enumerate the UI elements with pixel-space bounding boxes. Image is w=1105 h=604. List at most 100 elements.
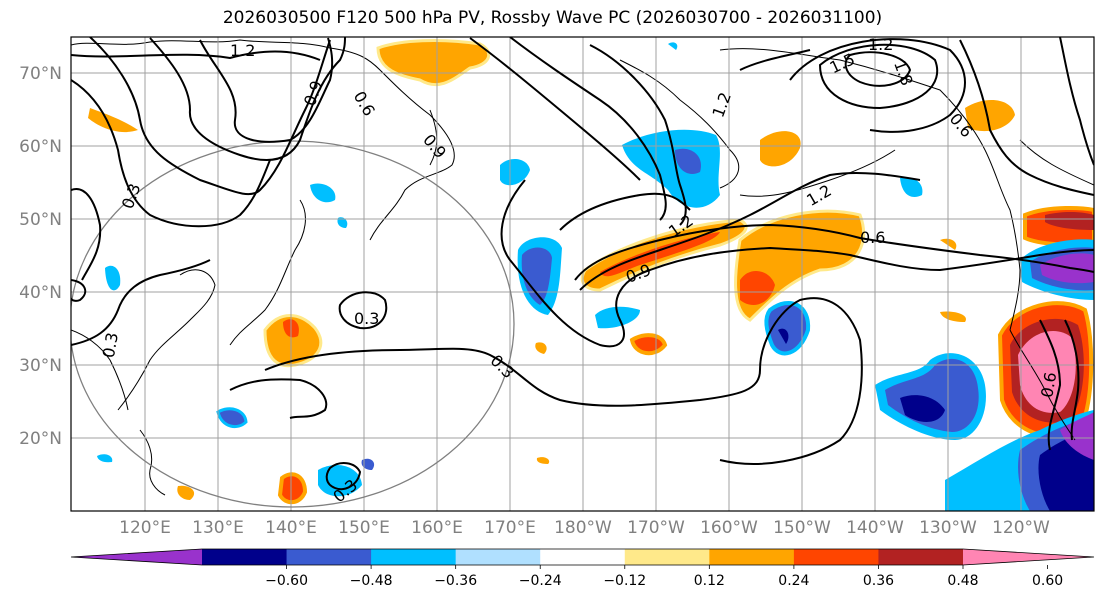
contour-1p5	[818, 43, 938, 110]
contour-0p6-a	[89, 37, 331, 196]
contour-0p9-b	[559, 192, 691, 231]
anomaly-orange-tiny3	[940, 311, 966, 322]
coast-north-america	[719, 48, 1021, 331]
lat-label-20n: 20°N	[19, 429, 62, 449]
lon-label-150e: 150°E	[338, 518, 390, 538]
contour-0p6-c	[469, 37, 641, 181]
colorbar-tick-label: 0.24	[778, 573, 809, 589]
anomaly-orange-58n	[760, 131, 801, 167]
anomaly-purple-se	[1060, 412, 1094, 460]
contour-0p3-tropic	[325, 462, 362, 491]
anomaly-blue-gulf	[900, 177, 923, 197]
contour-1p2-sw	[1064, 319, 1080, 441]
contour-1p2-f	[739, 49, 811, 71]
coast-japan	[229, 199, 306, 346]
contour-0p3-c	[71, 279, 87, 302]
coast-korea-china	[117, 269, 216, 411]
coast-china-south	[71, 329, 129, 411]
colorbar-outline	[70, 548, 1095, 566]
contour-0p3-a	[71, 79, 271, 228]
chart-title: 2026030500 F120 500 hPa PV, Rossby Wave …	[222, 8, 883, 28]
latitude-labels: 70°N 60°N 50°N 40°N 30°N 20°N	[19, 64, 62, 449]
pv-contours	[71, 37, 1094, 491]
anomaly-navy-150w	[778, 328, 789, 344]
coast-aleutians	[739, 149, 896, 197]
contour-0p3-e	[229, 378, 328, 419]
map-border	[70, 36, 1095, 512]
anomaly-blue-170e	[500, 158, 530, 186]
contour-0p6-e	[1059, 37, 1094, 166]
lat-label-60n: 60°N	[19, 137, 62, 157]
anomaly-blue-tiny	[97, 454, 113, 463]
anomaly-blue-tropic	[318, 465, 362, 497]
colorbar-segment	[709, 549, 795, 565]
contour-0p6-d	[959, 39, 1094, 196]
anomaly-darkblue-bering	[675, 148, 701, 174]
anomaly-red-tropic	[277, 472, 308, 505]
lon-label-130e: 130°E	[192, 518, 244, 538]
graticule	[71, 37, 1094, 511]
coast-alaska-west	[619, 59, 740, 189]
colorbar-segment	[286, 549, 372, 565]
anomaly-orange-arctic	[376, 39, 491, 87]
anomaly-red-155w	[740, 270, 775, 305]
lat-label-30n: 30°N	[19, 356, 62, 376]
contour-label: 0.3	[99, 331, 122, 359]
contour-label: 0.6	[860, 228, 885, 247]
colorbar-tick-label: 0.12	[694, 573, 725, 589]
contour-label: 0.3	[354, 309, 379, 328]
contour-label: 1.2	[230, 41, 255, 60]
anomaly-pink-swus	[1018, 331, 1076, 413]
contour-1p2-north	[71, 50, 321, 61]
colorbar-segment	[540, 549, 626, 565]
lon-label-140e: 140°E	[265, 518, 317, 538]
anomaly-blue-150w	[764, 300, 811, 356]
lon-label-160e: 160°E	[411, 518, 463, 538]
colorbar-segment	[455, 549, 541, 565]
colorbar-tick-label: −0.12	[603, 573, 646, 589]
anomaly-blue-china	[105, 265, 121, 291]
anomaly-orange-tiny	[536, 457, 550, 464]
contour-label: 0.6	[1037, 371, 1060, 399]
lon-label-160w: 160°W	[700, 518, 758, 538]
colorbar-segment	[624, 549, 710, 565]
contour-0p9-c	[574, 223, 1094, 281]
coast-baja	[1009, 329, 1076, 441]
anomaly-blue-small2	[337, 217, 348, 228]
anomaly-orange-tropic	[177, 485, 195, 500]
colorbar-tick-label: 0.36	[863, 573, 894, 589]
colorbar-tick-label: −0.48	[350, 573, 393, 589]
colorbar-tick-label: −0.36	[434, 573, 477, 589]
colorbar-extend-low	[71, 549, 202, 565]
lat-label-40n: 40°N	[19, 283, 62, 303]
colorbar-tick-label: 0.48	[947, 573, 978, 589]
contour-0p9-d	[509, 37, 667, 221]
coast-siberia	[71, 39, 455, 241]
contour-1p2-d	[589, 44, 687, 226]
contour-0p6-b	[500, 179, 1094, 348]
contour-1p2-c	[579, 171, 921, 291]
lon-label-180w: 180°W	[554, 518, 612, 538]
anomaly-darkred-coast	[1045, 211, 1094, 230]
colorbar-segment	[202, 549, 288, 565]
anomaly-orange-west	[88, 108, 138, 133]
anomaly-navy-25n	[900, 395, 945, 422]
colorbar: −0.60 −0.48 −0.36 −0.24 −0.12 0.12 0.24 0.36 0.4…	[70, 548, 1095, 589]
contour-0p9	[149, 37, 346, 161]
colorbar-tick-label: 0.60	[1032, 573, 1063, 589]
colorbar-extend-high	[963, 549, 1094, 565]
lon-label-150w: 150°W	[773, 518, 831, 538]
anomaly-orange-alaska	[965, 99, 1015, 132]
anomaly-blue-tropic2	[361, 458, 375, 470]
colorbar-segment	[793, 549, 879, 565]
anomaly-red-32n	[629, 333, 668, 356]
contour-label: 1.2	[868, 35, 893, 54]
coast-philippines	[139, 429, 166, 496]
lon-label-170w: 170°W	[627, 518, 685, 538]
region-circle	[71, 140, 515, 508]
contour-0p6-sw	[1039, 319, 1062, 451]
anomaly-darkblue-40n	[521, 247, 552, 305]
lon-label-140w: 140°W	[846, 518, 904, 538]
contour-1p2-e	[789, 38, 966, 133]
